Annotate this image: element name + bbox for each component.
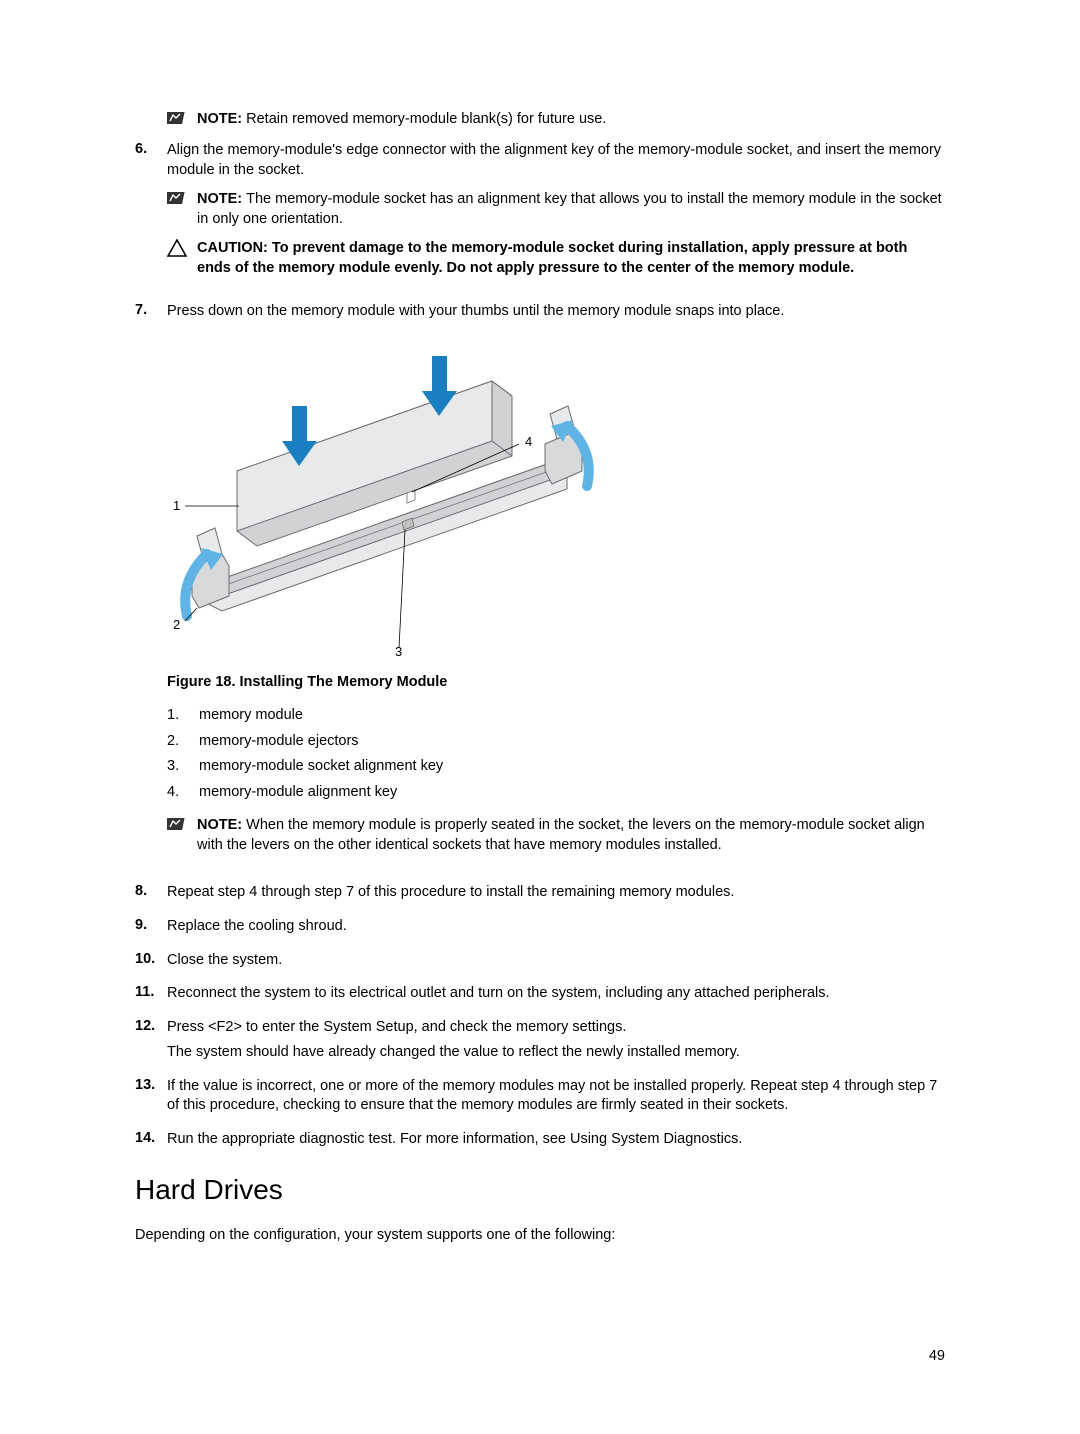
legend-num: 4.: [167, 783, 199, 803]
step-13: 13. If the value is incorrect, one or mo…: [135, 1077, 945, 1116]
step-text: Reconnect the system to its electrical o…: [167, 984, 945, 1004]
callout-1: 1: [173, 498, 180, 513]
note-label: NOTE:: [197, 191, 246, 207]
step-8: 8. Repeat step 4 through step 7 of this …: [135, 883, 945, 903]
step-text: Align the memory-module's edge connector…: [167, 141, 945, 180]
note-block-step6: NOTE: The memory-module socket has an al…: [167, 190, 945, 229]
figure-18: 1 2 3 4 Figure 18. Installing The Memory…: [167, 336, 945, 856]
legend-4: 4. memory-module alignment key: [167, 783, 945, 803]
step-10: 10. Close the system.: [135, 951, 945, 971]
note-body: When the memory module is properly seate…: [197, 817, 925, 853]
step-number: 13.: [135, 1077, 167, 1116]
step-11: 11. Reconnect the system to its electric…: [135, 984, 945, 1004]
step-number: 10.: [135, 951, 167, 971]
page-number: 49: [929, 1348, 945, 1364]
step-text: If the value is incorrect, one or more o…: [167, 1077, 945, 1116]
step-number: 14.: [135, 1130, 167, 1150]
memory-module-diagram: 1 2 3 4: [167, 336, 607, 656]
step-text: Press down on the memory module with you…: [167, 302, 945, 322]
callout-3: 3: [395, 644, 402, 656]
step-number: 12.: [135, 1018, 167, 1063]
legend-text: memory-module socket alignment key: [199, 757, 443, 777]
step-14: 14. Run the appropriate diagnostic test.…: [135, 1130, 945, 1150]
step-number: 11.: [135, 984, 167, 1004]
step-number: 6.: [135, 141, 167, 288]
caution-icon: [167, 239, 189, 264]
step-text: Replace the cooling shroud.: [167, 917, 945, 937]
step-number: 8.: [135, 883, 167, 903]
legend-num: 1.: [167, 706, 199, 726]
note-label: NOTE:: [197, 817, 246, 833]
note-icon: [167, 110, 189, 131]
legend-text: memory module: [199, 706, 303, 726]
step-text-extra: The system should have already changed t…: [167, 1043, 945, 1063]
note-icon: [167, 190, 189, 213]
note-body: Retain removed memory-module blank(s) fo…: [246, 111, 606, 127]
note-block-step7: NOTE: When the memory module is properly…: [167, 816, 945, 855]
legend-num: 2.: [167, 732, 199, 752]
note-body: The memory-module socket has an alignmen…: [197, 191, 942, 227]
step-text: Run the appropriate diagnostic test. For…: [167, 1130, 945, 1150]
section-heading: Hard Drives: [135, 1174, 945, 1206]
caution-body: To prevent damage to the memory-module s…: [197, 240, 907, 276]
step-text: Press <F2> to enter the System Setup, an…: [167, 1018, 945, 1038]
step-12: 12. Press <F2> to enter the System Setup…: [135, 1018, 945, 1063]
step-text: Close the system.: [167, 951, 945, 971]
caution-block: CAUTION: To prevent damage to the memory…: [167, 239, 945, 278]
legend-text: memory-module alignment key: [199, 783, 397, 803]
caution-label: CAUTION:: [197, 240, 272, 256]
callout-2: 2: [173, 617, 180, 632]
callout-4: 4: [525, 434, 532, 449]
step-text: Repeat step 4 through step 7 of this pro…: [167, 883, 945, 903]
legend-3: 3. memory-module socket alignment key: [167, 757, 945, 777]
section-body: Depending on the configuration, your sys…: [135, 1226, 945, 1246]
note-icon: [167, 816, 189, 839]
step-number: 9.: [135, 917, 167, 937]
step-6: 6. Align the memory-module's edge connec…: [135, 141, 945, 288]
legend-text: memory-module ejectors: [199, 732, 359, 752]
page-content: NOTE: Retain removed memory-module blank…: [0, 0, 1080, 1305]
note-text: NOTE: Retain removed memory-module blank…: [197, 110, 945, 130]
figure-caption: Figure 18. Installing The Memory Module: [167, 673, 945, 693]
note-label: NOTE:: [197, 111, 246, 127]
legend-1: 1. memory module: [167, 706, 945, 726]
step-9: 9. Replace the cooling shroud.: [135, 917, 945, 937]
legend-2: 2. memory-module ejectors: [167, 732, 945, 752]
step-number: 7.: [135, 302, 167, 869]
note-block-top: NOTE: Retain removed memory-module blank…: [167, 110, 945, 131]
legend-num: 3.: [167, 757, 199, 777]
step-7: 7. Press down on the memory module with …: [135, 302, 945, 869]
